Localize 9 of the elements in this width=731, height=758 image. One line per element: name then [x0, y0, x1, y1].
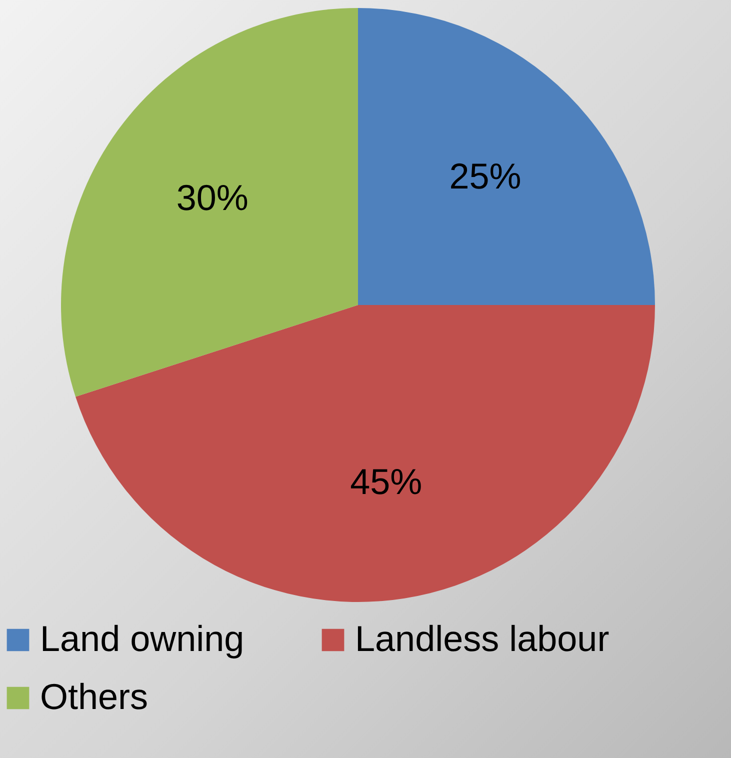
legend-label: Land owning	[40, 618, 244, 659]
data-label: 45%	[350, 460, 422, 502]
legend-label: Landless labour	[355, 618, 610, 659]
pie-slice	[76, 305, 655, 602]
data-label: 30%	[176, 177, 248, 218]
data-label: 25%	[449, 156, 522, 197]
pie-slice	[62, 8, 358, 397]
legend-label: Others	[40, 676, 148, 717]
pie-slice	[358, 8, 655, 305]
